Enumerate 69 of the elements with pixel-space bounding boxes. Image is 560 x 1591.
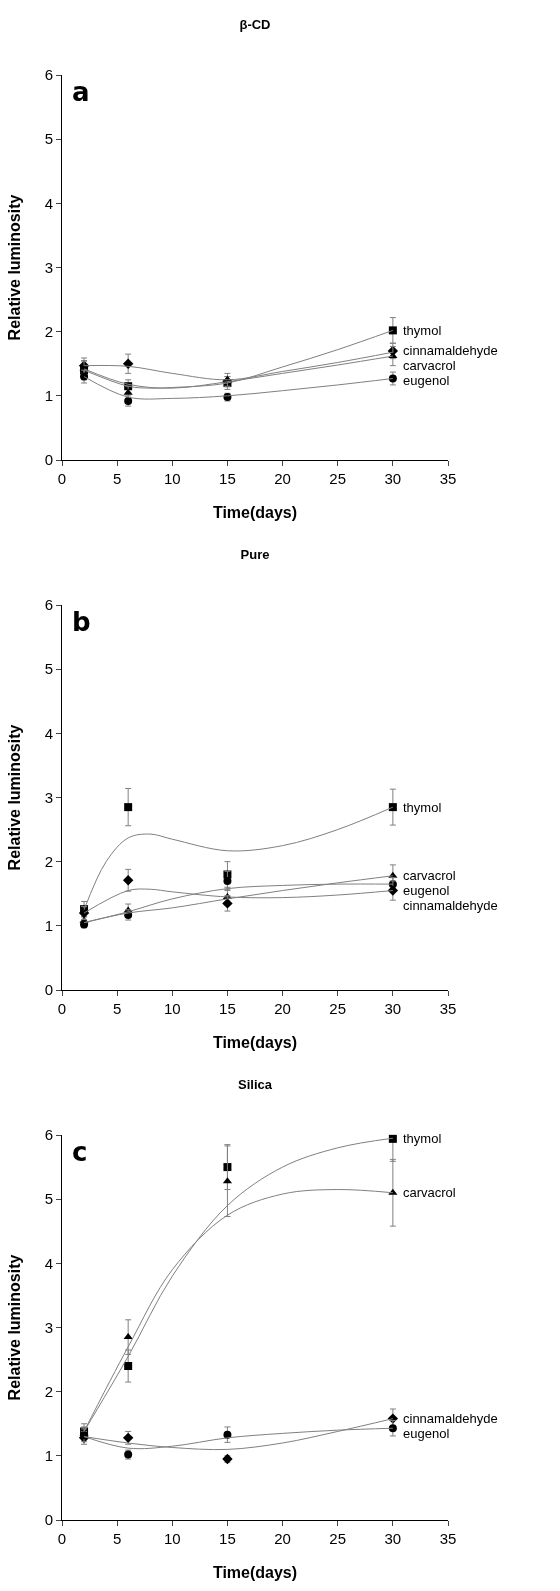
y-tick-label: 2 <box>44 1382 53 1400</box>
series-label: thymol <box>403 323 442 338</box>
y-tick-label: 3 <box>44 258 53 276</box>
series-label: thymol <box>403 1131 442 1146</box>
series-label: carvacrol <box>403 358 456 373</box>
x-tick-label: 30 <box>384 1000 402 1017</box>
y-tick-label: 5 <box>44 660 53 678</box>
chart-title: Silica <box>238 1077 273 1093</box>
series-label: cinnamaldehyde <box>403 343 498 358</box>
y-tick-label: 6 <box>44 596 53 614</box>
y-tick-label: 4 <box>44 1254 53 1272</box>
x-tick-label: 10 <box>163 1530 181 1547</box>
x-tick-label: 10 <box>163 470 181 487</box>
y-tick-label: 0 <box>44 981 53 999</box>
series-label: eugenol <box>403 373 450 388</box>
x-tick-label: 30 <box>384 1530 402 1547</box>
x-tick-label: 15 <box>219 470 236 487</box>
x-tick-label: 15 <box>219 1000 236 1017</box>
x-tick-label: 5 <box>112 470 122 487</box>
series-label: eugenol <box>403 1426 450 1441</box>
y-tick-label: 6 <box>44 1126 53 1144</box>
series-label: eugenol <box>403 883 450 898</box>
y-tick-label: 4 <box>44 724 53 742</box>
x-tick-label: 0 <box>57 470 67 487</box>
y-tick-label: 3 <box>44 1318 53 1336</box>
y-tick-label: 3 <box>44 788 53 806</box>
annotation: c <box>72 1137 88 1167</box>
x-axis-title: Time(days) <box>212 1034 298 1051</box>
y-tick-label: 0 <box>44 1511 53 1529</box>
x-tick-label: 25 <box>329 1530 347 1547</box>
y-axis-title: Relative luminosity <box>6 194 23 341</box>
x-tick-label: 30 <box>384 470 402 487</box>
x-tick-label: 35 <box>439 1530 457 1547</box>
x-tick-label: 20 <box>274 470 291 487</box>
x-axis-title: Time(days) <box>212 504 298 521</box>
y-axis-title: Relative luminosity <box>6 724 23 871</box>
x-tick-label: 10 <box>163 1000 181 1017</box>
annotation: b <box>72 607 91 637</box>
x-tick-label: 35 <box>439 470 457 487</box>
x-tick-label: 5 <box>112 1000 122 1017</box>
y-tick-label: 1 <box>44 917 53 935</box>
y-tick-label: 2 <box>44 322 53 340</box>
y-tick-label: 6 <box>44 66 53 84</box>
annotation: a <box>72 77 90 107</box>
chart-title: β-CD <box>239 17 271 33</box>
x-tick-label: 15 <box>219 1530 236 1547</box>
y-tick-label: 1 <box>44 1447 53 1465</box>
y-tick-label: 4 <box>44 194 53 212</box>
x-tick-label: 0 <box>57 1000 67 1017</box>
x-axis-title: Time(days) <box>212 1564 298 1581</box>
x-tick-label: 25 <box>329 1000 347 1017</box>
y-tick-label: 5 <box>44 1190 53 1208</box>
y-axis-title: Relative luminosity <box>6 1254 23 1401</box>
x-tick-label: 25 <box>329 470 347 487</box>
x-tick-label: 35 <box>439 1000 457 1017</box>
series-label: thymol <box>403 800 442 815</box>
x-tick-label: 20 <box>274 1530 291 1547</box>
series-label: cinnamaldehyde <box>403 1411 498 1426</box>
y-tick-label: 0 <box>44 451 53 469</box>
series-label: cinnamaldehyde <box>403 898 498 913</box>
y-tick-label: 5 <box>44 130 53 148</box>
y-tick-label: 2 <box>44 852 53 870</box>
y-tick-label: 1 <box>44 387 53 405</box>
chart-title: Pure <box>240 547 270 563</box>
series-label: carvacrol <box>403 868 456 883</box>
series-label: carvacrol <box>403 1185 456 1200</box>
x-tick-label: 5 <box>112 1530 122 1547</box>
x-tick-label: 20 <box>274 1000 291 1017</box>
x-tick-label: 0 <box>57 1530 67 1547</box>
